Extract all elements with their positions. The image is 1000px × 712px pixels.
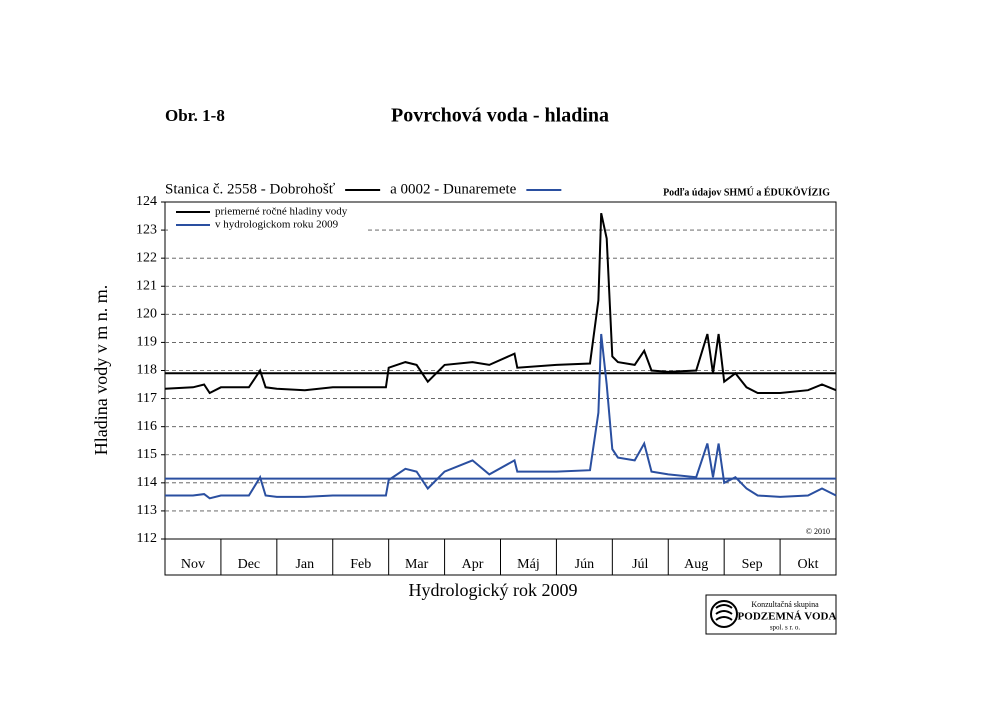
x-tick-label: Aug bbox=[684, 557, 708, 572]
x-tick-label: Feb bbox=[350, 557, 371, 572]
x-tick-label: Jan bbox=[295, 557, 314, 572]
x-tick-label: Okt bbox=[798, 557, 819, 572]
legend-bg bbox=[168, 205, 368, 235]
x-tick-label: Júl bbox=[632, 557, 648, 572]
y-tick-label: 115 bbox=[137, 447, 157, 462]
y-tick-label: 118 bbox=[137, 363, 157, 378]
y-tick-label: 120 bbox=[136, 307, 157, 322]
legend-label: a 0002 - Dunaremete bbox=[390, 181, 517, 197]
series-line bbox=[164, 212, 837, 395]
y-tick-label: 117 bbox=[137, 391, 157, 406]
source: Podľa údajov SHMÚ a ÉDUKÖVÍZIG bbox=[663, 185, 830, 198]
x-tick-label: Dec bbox=[238, 557, 261, 572]
x-tick-label: Sep bbox=[742, 557, 763, 572]
x-tick-label: Máj bbox=[517, 557, 540, 572]
y-tick-label: 119 bbox=[137, 335, 157, 350]
chart-title: Povrchová voda - hladina bbox=[391, 105, 609, 127]
x-tick-label: Mar bbox=[405, 557, 429, 572]
copyright: © 2010 bbox=[806, 527, 830, 536]
y-tick-label: 114 bbox=[137, 475, 157, 490]
mean-legend-text: v hydrologickom roku 2009 bbox=[215, 219, 339, 231]
x-tick-label: Nov bbox=[181, 557, 205, 572]
legend-label: Stanica č. 2558 - Dobrohošť bbox=[165, 181, 336, 197]
logo-text: PODZEMNÁ VODA bbox=[738, 611, 837, 623]
x-tick-label: Jún bbox=[575, 557, 594, 572]
y-tick-label: 112 bbox=[137, 531, 157, 546]
logo-text: Konzultačná skupina bbox=[751, 600, 819, 609]
logo-icon bbox=[710, 600, 738, 628]
y-tick-label: 123 bbox=[136, 222, 157, 237]
logo-text: spol. s r. o. bbox=[770, 624, 801, 632]
y-axis-label: Hladina vody v m n. m. bbox=[91, 285, 111, 455]
y-tick-label: 116 bbox=[137, 419, 157, 434]
y-tick-label: 124 bbox=[136, 194, 157, 209]
series-line bbox=[165, 333, 837, 500]
figure-label: Obr. 1-8 bbox=[165, 106, 225, 125]
y-tick-label: 121 bbox=[136, 278, 157, 293]
logo-box bbox=[705, 594, 837, 635]
y-tick-label: 122 bbox=[136, 250, 157, 265]
x-tick-label: Apr bbox=[462, 557, 484, 572]
y-tick-label: 113 bbox=[137, 503, 157, 518]
mean-legend-text: priemerné ročné hladiny vody bbox=[215, 206, 348, 218]
x-axis-label: Hydrologický rok 2009 bbox=[409, 580, 578, 600]
